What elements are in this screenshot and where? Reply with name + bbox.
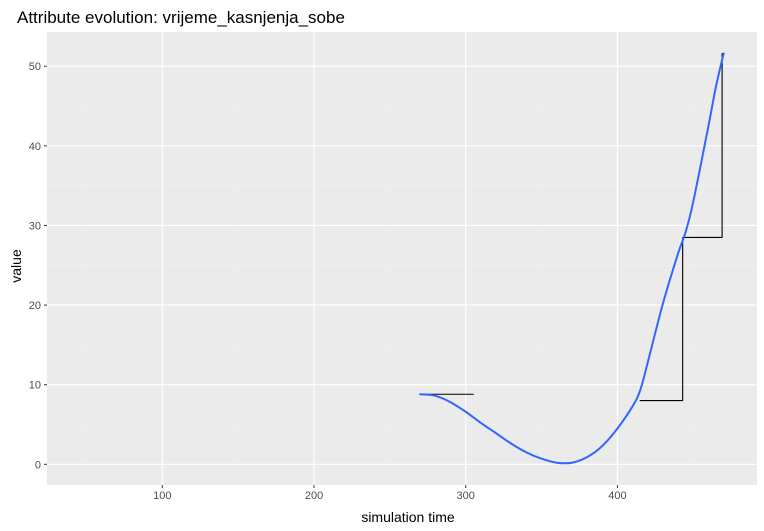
step-series-line: [639, 52, 723, 402]
y-axis: 0 10 20 30 40 50: [29, 61, 47, 471]
major-gridlines: [47, 32, 757, 485]
plot-panel: [47, 32, 757, 485]
x-tick-label: 400: [608, 490, 626, 502]
x-axis-label: simulation time: [361, 509, 455, 525]
series-layer: [419, 52, 725, 465]
x-axis: 100 200 300 400: [153, 485, 627, 502]
y-tick-label: 0: [35, 459, 41, 471]
minor-gridlines: [47, 32, 757, 485]
y-tick-label: 10: [29, 380, 41, 392]
y-axis-label: value: [8, 249, 24, 283]
y-tick-label: 20: [29, 300, 41, 312]
y-tick-label: 30: [29, 220, 41, 232]
x-tick-label: 200: [305, 490, 323, 502]
x-tick-label: 100: [153, 490, 171, 502]
smoothed-series-line: [419, 52, 725, 465]
y-tick-label: 50: [29, 61, 41, 73]
x-tick-label: 300: [457, 490, 475, 502]
y-tick-label: 40: [29, 141, 41, 153]
chart-title: Attribute evolution: vrijeme_kasnjenja_s…: [17, 8, 345, 27]
